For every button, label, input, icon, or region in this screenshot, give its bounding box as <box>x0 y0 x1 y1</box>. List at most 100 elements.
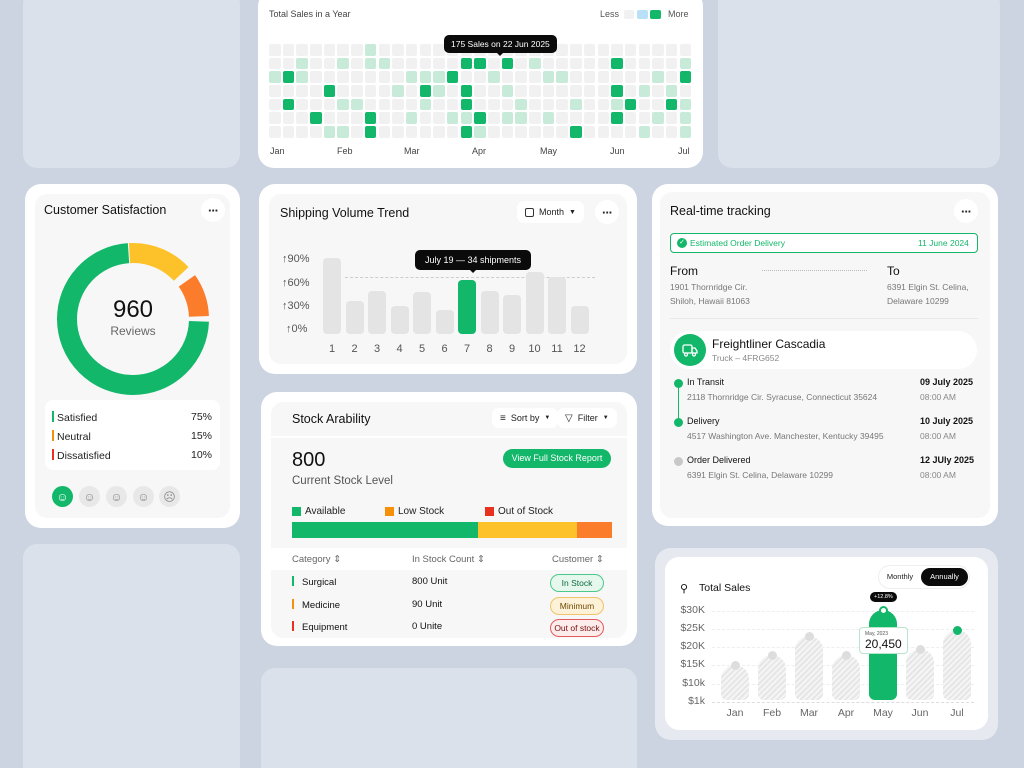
heatmap-cell[interactable] <box>296 71 308 83</box>
heatmap-cell[interactable] <box>337 112 349 124</box>
heatmap-cell[interactable] <box>652 85 664 97</box>
rating-face-4-icon[interactable]: ☺ <box>133 486 154 507</box>
shipping-bar[interactable] <box>548 277 566 334</box>
heatmap-cell[interactable] <box>624 112 637 124</box>
heatmap-cell[interactable] <box>364 71 377 83</box>
heatmap-cell[interactable] <box>446 112 459 124</box>
heatmap-cell[interactable] <box>378 98 390 111</box>
heatmap-cell[interactable] <box>665 85 678 97</box>
heatmap-cell[interactable] <box>488 57 500 70</box>
column-header-customer[interactable]: Customer ⇕ <box>552 554 604 565</box>
shipping-bar[interactable] <box>413 292 431 334</box>
heatmap-cell[interactable] <box>446 57 459 70</box>
heatmap-cell[interactable] <box>337 98 349 111</box>
heatmap-cell[interactable] <box>460 112 473 124</box>
heatmap-cell[interactable] <box>392 126 404 138</box>
heatmap-cell[interactable] <box>583 112 596 124</box>
heatmap-cell[interactable] <box>570 98 582 111</box>
sales-bar[interactable] <box>795 636 823 700</box>
heatmap-cell[interactable] <box>570 71 582 83</box>
heatmap-cell[interactable] <box>515 112 527 124</box>
heatmap-cell[interactable] <box>460 85 473 97</box>
more-options-button[interactable]: ··· <box>595 200 619 224</box>
heatmap-cell[interactable] <box>282 126 295 138</box>
period-dropdown[interactable]: Month ▼ <box>517 201 584 223</box>
heatmap-cell[interactable] <box>638 98 651 111</box>
rating-face-1-icon[interactable]: ☺ <box>52 486 73 507</box>
heatmap-cell[interactable] <box>652 57 664 70</box>
heatmap-cell[interactable] <box>405 85 418 97</box>
heatmap-cell[interactable] <box>323 44 336 56</box>
heatmap-cell[interactable] <box>624 85 637 97</box>
heatmap-cell[interactable] <box>364 44 377 56</box>
data-point[interactable] <box>916 645 925 654</box>
heatmap-cell[interactable] <box>515 71 527 83</box>
heatmap-cell[interactable] <box>269 112 281 124</box>
heatmap-cell[interactable] <box>378 85 390 97</box>
heatmap-cell[interactable] <box>556 98 568 111</box>
heatmap-cell[interactable] <box>323 112 336 124</box>
heatmap-cell[interactable] <box>419 98 432 111</box>
data-point[interactable] <box>731 661 740 670</box>
heatmap-cell[interactable] <box>556 112 568 124</box>
heatmap-cell[interactable] <box>419 57 432 70</box>
sales-bar[interactable] <box>832 655 860 700</box>
sales-bar[interactable] <box>869 610 897 700</box>
heatmap-cell[interactable] <box>556 57 568 70</box>
heatmap-cell[interactable] <box>542 71 555 83</box>
heatmap-cell[interactable] <box>611 71 623 83</box>
heatmap-cell[interactable] <box>296 57 308 70</box>
data-point[interactable] <box>768 651 777 660</box>
toggle-annually[interactable]: Annually <box>921 568 968 586</box>
heatmap-cell[interactable] <box>405 112 418 124</box>
heatmap-cell[interactable] <box>624 126 637 138</box>
heatmap-cell[interactable] <box>419 71 432 83</box>
heatmap-cell[interactable] <box>405 126 418 138</box>
heatmap-cell[interactable] <box>583 71 596 83</box>
heatmap-cell[interactable] <box>529 112 541 124</box>
heatmap-cell[interactable] <box>529 98 541 111</box>
heatmap-cell[interactable] <box>282 71 295 83</box>
heatmap-cell[interactable] <box>597 57 609 70</box>
heatmap-cell[interactable] <box>310 44 322 56</box>
heatmap-cell[interactable] <box>679 98 692 111</box>
heatmap-cell[interactable] <box>515 98 527 111</box>
shipping-bar[interactable] <box>480 291 499 334</box>
heatmap-cell[interactable] <box>529 57 541 70</box>
sales-bar[interactable] <box>721 665 749 700</box>
heatmap-cell[interactable] <box>638 112 651 124</box>
heatmap-cell[interactable] <box>542 85 555 97</box>
heatmap-cell[interactable] <box>570 44 582 56</box>
heatmap-cell[interactable] <box>351 44 363 56</box>
heatmap-cell[interactable] <box>665 57 678 70</box>
heatmap-cell[interactable] <box>638 57 651 70</box>
heatmap-cell[interactable] <box>378 71 390 83</box>
heatmap-cell[interactable] <box>460 57 473 70</box>
heatmap-cell[interactable] <box>378 112 390 124</box>
heatmap-cell[interactable] <box>269 98 281 111</box>
heatmap-cell[interactable] <box>282 98 295 111</box>
shipping-bar[interactable] <box>368 291 386 334</box>
heatmap-cell[interactable] <box>652 126 664 138</box>
heatmap-cell[interactable] <box>542 57 555 70</box>
heatmap-cell[interactable] <box>310 126 322 138</box>
heatmap-cell[interactable] <box>351 112 363 124</box>
heatmap-cell[interactable] <box>556 44 568 56</box>
heatmap-cell[interactable] <box>556 71 568 83</box>
heatmap-cell[interactable] <box>310 112 322 124</box>
heatmap-cell[interactable] <box>337 126 349 138</box>
heatmap-cell[interactable] <box>419 44 432 56</box>
heatmap-cell[interactable] <box>652 71 664 83</box>
heatmap-cell[interactable] <box>501 85 514 97</box>
data-point[interactable] <box>805 632 814 641</box>
heatmap-cell[interactable] <box>474 57 486 70</box>
heatmap-cell[interactable] <box>597 85 609 97</box>
heatmap-cell[interactable] <box>310 71 322 83</box>
heatmap-cell[interactable] <box>310 85 322 97</box>
heatmap-cell[interactable] <box>419 126 432 138</box>
heatmap-cell[interactable] <box>515 57 527 70</box>
heatmap-cell[interactable] <box>282 44 295 56</box>
heatmap-cell[interactable] <box>378 126 390 138</box>
heatmap-cell[interactable] <box>474 126 486 138</box>
heatmap-cell[interactable] <box>529 85 541 97</box>
